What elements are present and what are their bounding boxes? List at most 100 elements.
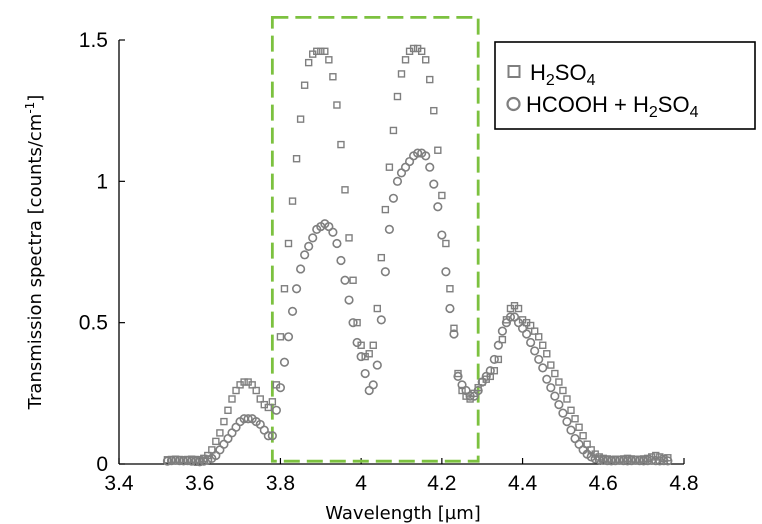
data-point-square [321, 47, 329, 56]
x-tick-label: 3.8 [266, 472, 295, 495]
data-point-circle [554, 400, 564, 410]
data-point-square [220, 417, 228, 426]
data-point-circle [304, 241, 314, 251]
data-point-square [313, 47, 321, 56]
data-point-square [563, 395, 571, 403]
data-point-circle [562, 417, 572, 427]
data-point-square [248, 381, 256, 389]
highlight-box [270, 15, 480, 463]
data-point-square [393, 92, 402, 101]
axes [118, 40, 684, 465]
y-axis-title-main: Transmission spectra [counts/cm [25, 114, 46, 411]
data-point-circle [332, 238, 342, 249]
data-point-square [268, 398, 277, 406]
data-point-circle [368, 380, 378, 390]
legend-hcooh-part-1: HCOOH + H [526, 92, 649, 117]
data-point-square [579, 432, 587, 440]
data-point-circle [199, 456, 209, 466]
data-point-square [575, 423, 583, 431]
data-point-square [365, 350, 373, 358]
data-point-circle [663, 456, 673, 466]
data-point-circle [522, 329, 532, 339]
data-point-square [264, 403, 273, 412]
data-point-square [212, 437, 220, 446]
data-point-circle [530, 346, 540, 356]
x-tick-label: 3.4 [104, 472, 134, 495]
data-point-square [256, 395, 264, 403]
y-tick-label: 0 [96, 453, 108, 476]
data-point-square [535, 333, 543, 341]
series-layer [162, 44, 673, 467]
x-tick-label: 4.4 [508, 472, 538, 495]
y-tick-label: 1 [96, 170, 108, 193]
data-point-circle [271, 405, 281, 415]
data-point-circle [291, 284, 302, 294]
data-point-square [252, 386, 260, 395]
data-point-square [224, 406, 232, 414]
data-point-square [426, 75, 434, 84]
y-axis-title-superscript: -1 [23, 102, 37, 114]
data-point-circle [384, 224, 394, 234]
data-point-square [583, 440, 591, 448]
data-point-square [304, 58, 313, 67]
x-tick-label: 4.6 [589, 472, 618, 495]
data-point-square [446, 285, 454, 293]
data-point-square [555, 378, 563, 386]
data-point-circle [413, 148, 423, 158]
data-point-circle [546, 383, 556, 393]
data-point-circle [558, 408, 568, 418]
x-tick-label: 3.6 [185, 472, 214, 495]
y-axis-title: Transmission spectra [counts/cm-1] [23, 95, 46, 411]
legend-h2so4-part-3: SO [555, 60, 587, 85]
data-point-circle [534, 354, 544, 365]
data-point-square [430, 106, 438, 115]
data-point-square [296, 115, 305, 123]
legend-box [494, 41, 756, 130]
legend-marker-circle [506, 96, 521, 112]
data-point-square [333, 101, 341, 109]
data-point-circle [465, 391, 475, 401]
data-point-circle [279, 357, 290, 367]
data-point-square [551, 369, 559, 378]
data-point-square [514, 304, 523, 313]
data-point-square [397, 70, 406, 78]
data-point-square [288, 197, 297, 205]
data-point-circle [489, 354, 499, 365]
data-point-circle [505, 312, 516, 322]
data-point-square [543, 350, 551, 358]
data-point-circle [566, 425, 576, 435]
data-point-circle [267, 431, 277, 441]
data-point-square [216, 429, 224, 437]
data-point-circle [344, 295, 354, 305]
data-point-square [284, 239, 293, 248]
legend: H2SO4 HCOOH + H2SO4 [494, 41, 756, 130]
data-point-square [417, 47, 426, 56]
data-point-square [337, 140, 345, 149]
data-point-circle [195, 457, 205, 467]
data-point-square [280, 285, 289, 293]
data-point-square [208, 446, 216, 454]
legend-hcooh-part-2: 2 [649, 104, 658, 121]
y-axis-title-suffix: ] [25, 95, 46, 102]
data-point-circle [433, 202, 443, 212]
data-point-circle [659, 456, 669, 466]
data-point-circle [336, 255, 346, 266]
data-point-square [325, 56, 333, 64]
data-point-square [353, 318, 361, 327]
data-point-circle [275, 383, 286, 393]
data-point-square [571, 415, 579, 423]
data-point-circle [542, 374, 552, 384]
data-point-circle [243, 414, 253, 424]
data-point-square [389, 126, 398, 135]
data-point-circle [203, 455, 213, 465]
y-tick-label: 1.5 [79, 29, 108, 52]
data-point-circle [376, 315, 386, 325]
x-axis-title: Wavelength [µm] [325, 503, 481, 524]
data-point-circle [296, 264, 306, 274]
data-point-square [494, 355, 503, 364]
data-point-circle [328, 227, 338, 237]
data-point-square [567, 406, 575, 414]
data-point-square [369, 341, 377, 349]
legend-hcooh-part-4: 4 [690, 104, 699, 121]
